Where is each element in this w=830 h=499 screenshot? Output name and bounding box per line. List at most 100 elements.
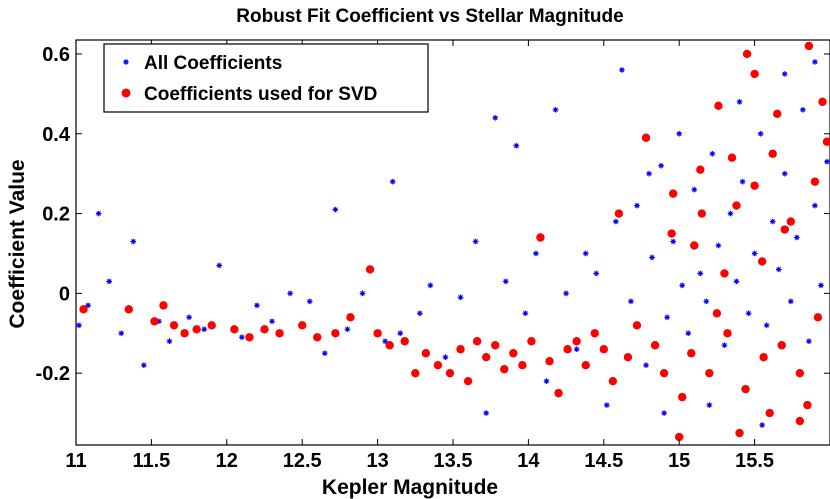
point-svd-coefficient <box>545 357 554 366</box>
point-svd-coefficient <box>500 364 509 374</box>
point-all-coefficient <box>812 202 818 209</box>
y-tick-label: 0.6 <box>42 44 70 66</box>
point-all-coefficient <box>709 150 716 157</box>
point-svd-coefficient <box>795 368 805 378</box>
point-svd-coefficient <box>346 313 355 322</box>
point-all-coefficient <box>787 298 794 305</box>
point-svd-coefficient <box>150 317 159 326</box>
point-svd-coefficient <box>765 408 774 418</box>
x-tick-label: 13.5 <box>434 450 473 472</box>
point-svd-coefficient <box>773 109 782 119</box>
point-svd-coefficient <box>810 177 820 186</box>
point-svd-coefficient <box>536 233 545 242</box>
point-svd-coefficient <box>180 329 189 338</box>
point-all-coefficient <box>751 250 758 257</box>
point-svd-coefficient <box>481 353 491 362</box>
point-all-coefficient <box>593 270 600 277</box>
point-svd-coefficient <box>697 209 707 218</box>
point-svd-coefficient <box>750 69 759 79</box>
point-all-coefficient <box>95 210 102 217</box>
legend-marker-svd <box>121 88 131 98</box>
point-svd-coefficient <box>472 337 482 346</box>
point-all-coefficient <box>706 402 713 408</box>
point-svd-coefficient <box>275 329 284 338</box>
point-all-coefficient <box>76 322 82 329</box>
point-svd-coefficient <box>456 345 465 354</box>
point-all-coefficient <box>679 282 686 289</box>
y-tick-label: 0 <box>59 283 70 305</box>
point-svd-coefficient <box>260 325 269 334</box>
point-all-coefficient <box>166 338 173 345</box>
point-all-coefficient <box>739 178 746 185</box>
legend-asterisk <box>123 59 129 65</box>
point-all-coefficient <box>306 298 313 305</box>
point-svd-coefficient <box>678 392 687 402</box>
point-all-coefficient <box>763 322 770 329</box>
point-svd-coefficient <box>572 337 581 346</box>
point-all-coefficient <box>685 330 692 337</box>
point-all-coefficient <box>563 290 569 297</box>
point-svd-coefficient <box>421 349 431 358</box>
point-all-coefficient <box>781 170 788 177</box>
x-axis-ticks: 11 11.5 12 12.5 13 13.5 14 14.5 15 15.5 <box>65 40 774 472</box>
point-all-coefficient <box>775 266 782 273</box>
point-all-coefficient <box>806 338 812 345</box>
point-all-coefficient <box>582 250 589 257</box>
point-all-coefficient <box>628 298 634 305</box>
point-svd-coefficient <box>667 229 676 238</box>
x-tick-label: 11.5 <box>132 450 170 472</box>
point-all-coefficient <box>573 346 580 353</box>
point-all-coefficient <box>492 115 499 121</box>
point-svd-coefficient <box>632 321 642 330</box>
x-tick-label: 13 <box>366 450 388 472</box>
point-svd-coefficient <box>445 368 455 378</box>
legend-label-svd: Coefficients used for SVD <box>144 84 377 105</box>
point-svd-coefficient <box>365 265 375 274</box>
point-all-coefficient <box>397 330 404 337</box>
point-all-coefficient <box>201 326 207 333</box>
point-all-coefficient <box>721 342 728 349</box>
point-all-coefficient <box>664 314 670 321</box>
point-all-coefficient <box>661 410 667 416</box>
point-all-coefficient <box>757 130 764 137</box>
y-tick-label: 0.4 <box>42 124 71 146</box>
x-tick-label: 15.5 <box>735 450 774 472</box>
point-svd-coefficient <box>614 209 624 218</box>
point-all-coefficient <box>649 254 655 261</box>
point-all-coefficient <box>691 186 698 193</box>
point-all-coefficient <box>745 310 752 317</box>
point-svd-coefficient <box>712 309 722 318</box>
point-all-coefficient <box>781 71 788 77</box>
point-all-coefficient <box>427 282 434 289</box>
point-svd-coefficient <box>245 333 254 342</box>
point-all-coefficient <box>359 290 366 297</box>
point-svd-coefficient <box>331 329 340 338</box>
point-all-coefficient <box>676 130 682 137</box>
x-tick-label: 12.5 <box>283 450 322 472</box>
point-all-coefficient <box>715 242 722 249</box>
legend: All Coefficients Coefficients used for S… <box>103 43 429 113</box>
point-svd-coefficient <box>230 325 239 334</box>
point-all-coefficient <box>216 262 223 269</box>
point-all-coefficient <box>658 162 664 169</box>
point-all-coefficient <box>254 302 260 309</box>
point-svd-coefficient <box>818 97 827 107</box>
point-all-coefficient <box>727 210 734 217</box>
point-all-coefficient <box>332 206 339 213</box>
point-svd-coefficient <box>581 360 590 370</box>
point-svd-coefficient <box>491 341 500 350</box>
point-svd-coefficient <box>527 337 536 346</box>
point-all-coefficient <box>522 310 529 317</box>
point-all-coefficient <box>697 270 704 277</box>
point-all-coefficient <box>643 362 649 368</box>
point-all-coefficient <box>322 350 328 357</box>
point-svd-coefficient <box>608 376 618 386</box>
point-svd-coefficient <box>822 137 830 146</box>
point-svd-coefficient <box>727 153 737 162</box>
point-svd-coefficient <box>757 257 767 266</box>
point-all-coefficient <box>106 278 112 285</box>
point-svd-coefficient <box>768 149 777 158</box>
point-all-coefficient <box>552 107 559 113</box>
point-svd-coefficient <box>742 49 752 59</box>
